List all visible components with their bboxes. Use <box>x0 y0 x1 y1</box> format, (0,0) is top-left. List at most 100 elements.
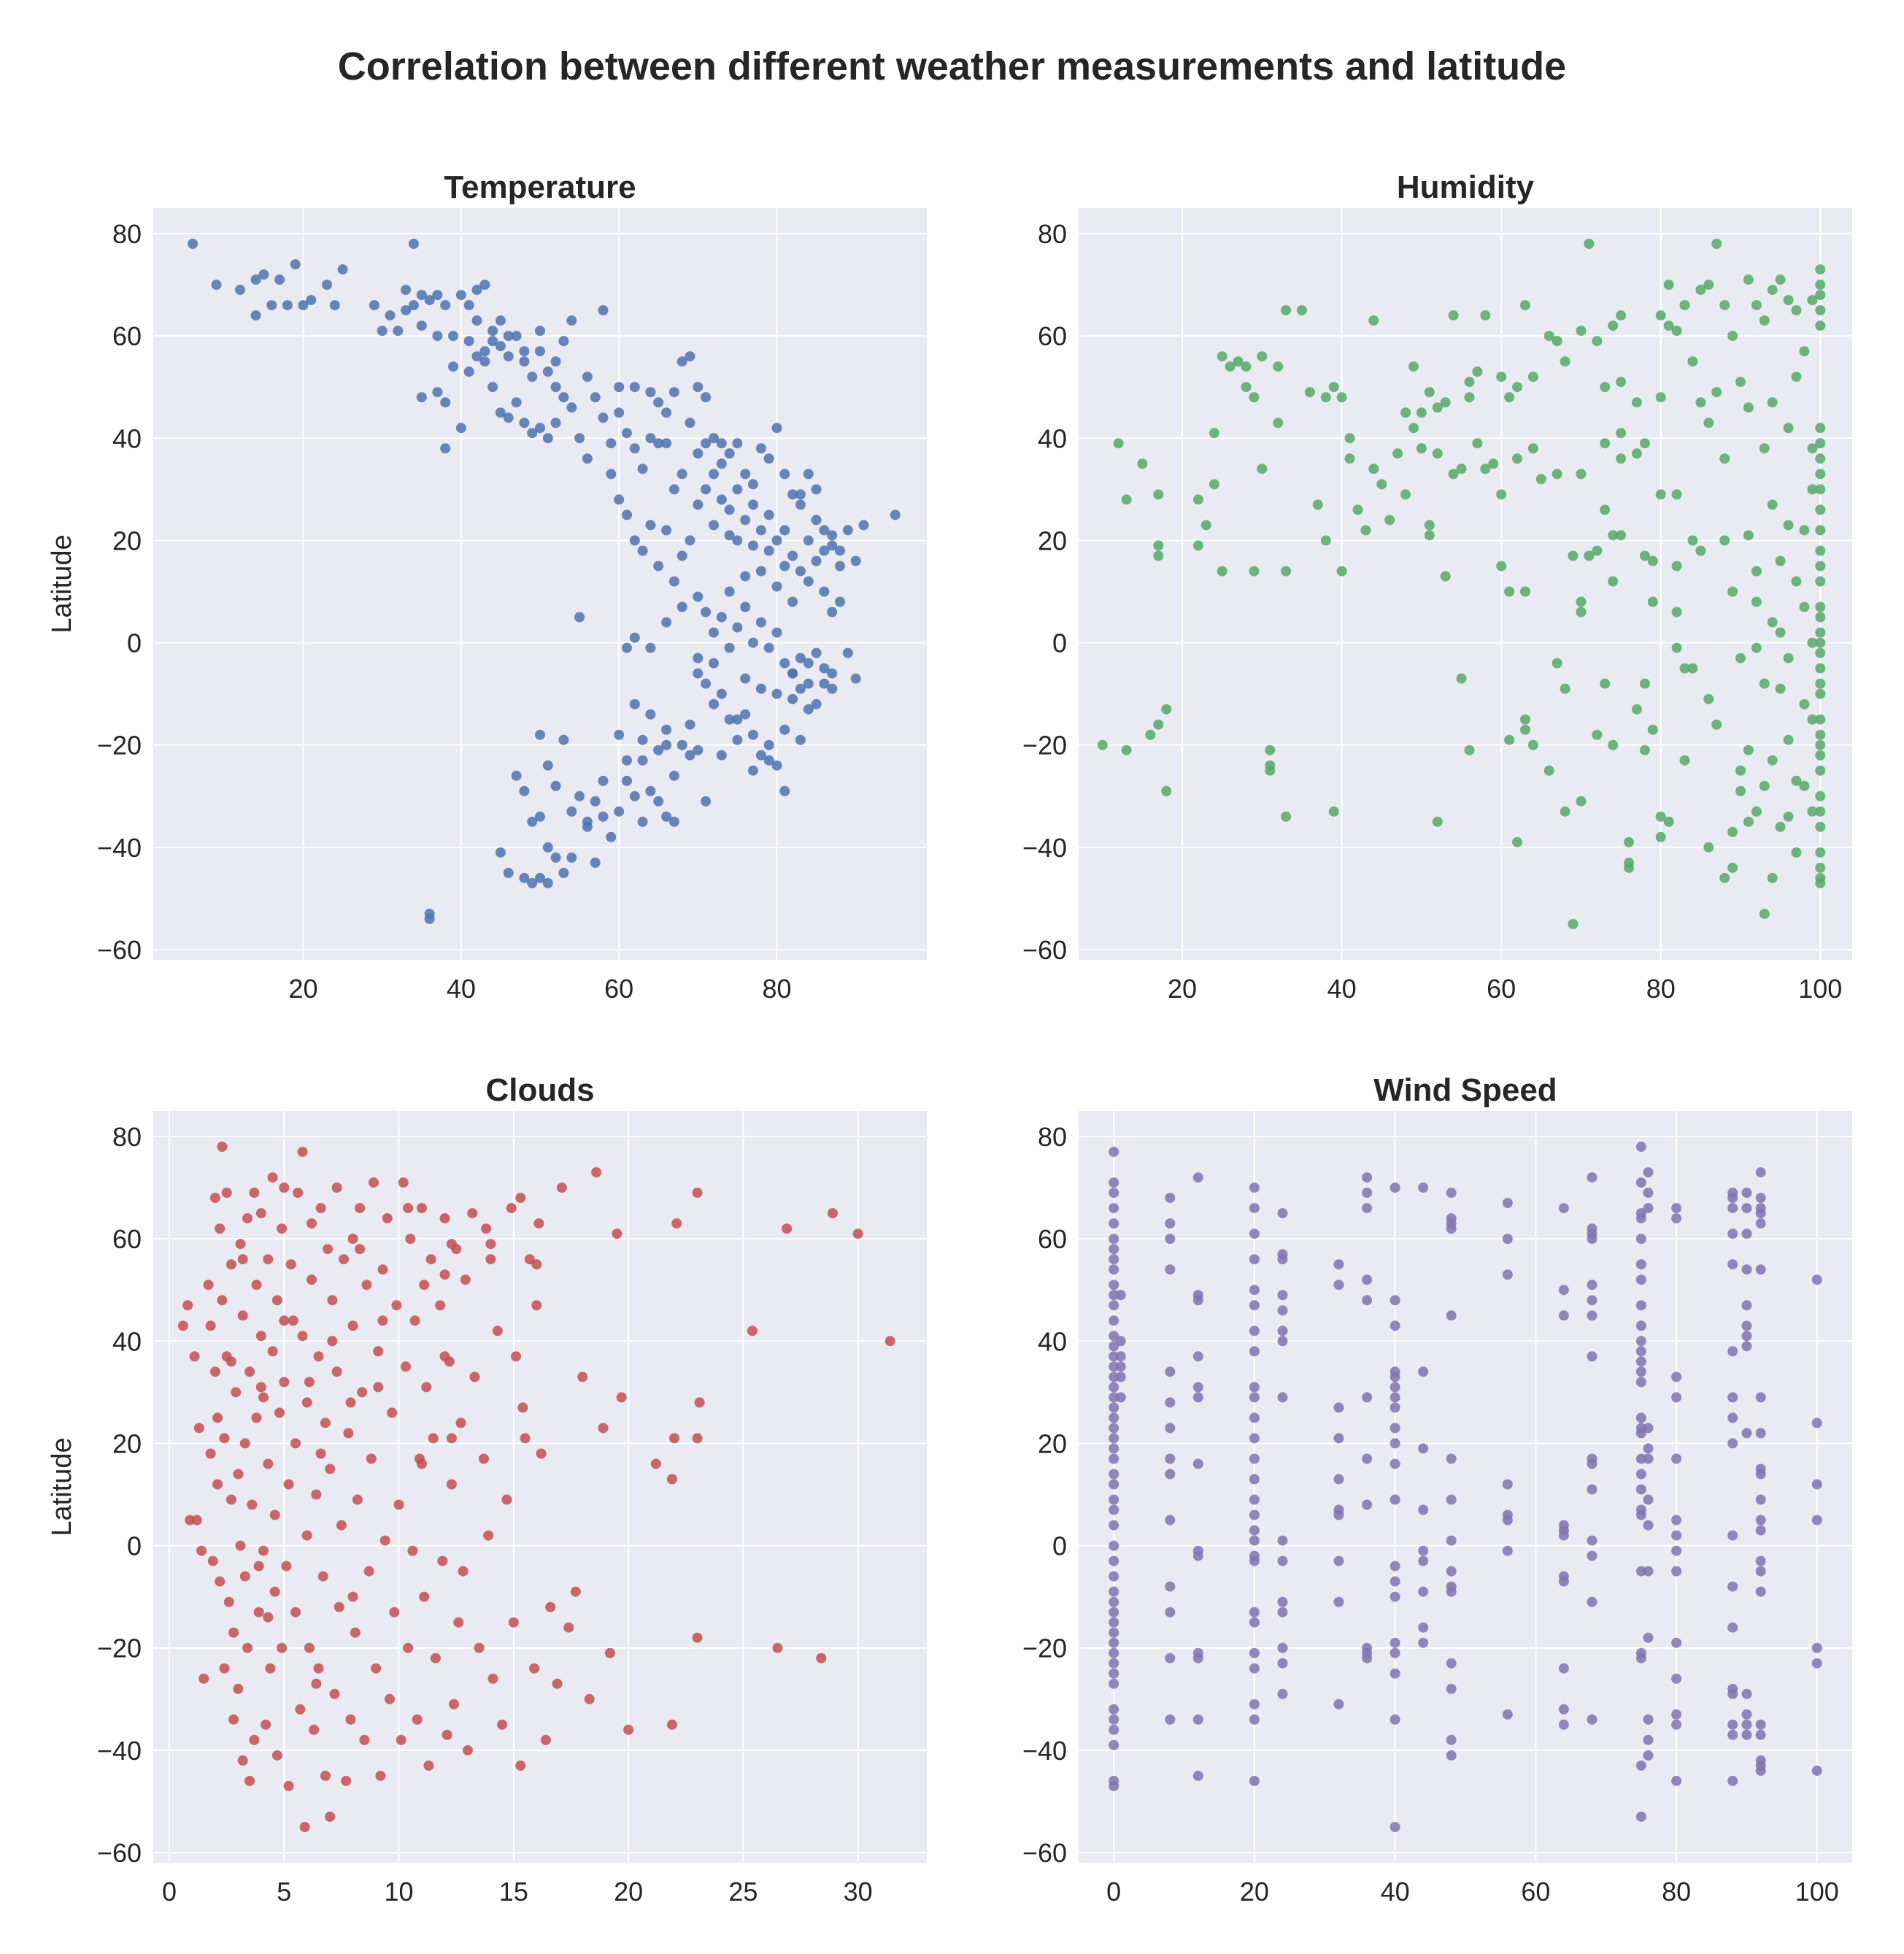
scatter-point <box>598 1423 609 1434</box>
scatter-point <box>795 499 806 510</box>
scatter-point <box>1192 1653 1203 1663</box>
scatter-point <box>811 555 822 566</box>
scatter-point <box>550 356 561 367</box>
scatter-point <box>716 458 727 469</box>
scatter-point <box>1791 847 1802 858</box>
scatter-point <box>446 1479 457 1490</box>
scatter-point <box>1576 796 1587 807</box>
scatter-point <box>1281 305 1292 316</box>
scatter-point <box>1446 1453 1457 1464</box>
scatter-point <box>1390 1647 1400 1658</box>
scatter-point <box>221 1188 232 1199</box>
scatter-point <box>1209 428 1219 439</box>
scatter-point <box>440 443 451 454</box>
scatter-point <box>803 704 814 715</box>
scatter-point <box>779 525 790 536</box>
scatter-point <box>1165 1397 1176 1408</box>
scatter-point <box>577 1372 588 1382</box>
scatter-point <box>542 842 553 853</box>
scatter-point <box>211 280 222 291</box>
scatter-point <box>755 683 766 694</box>
scatter-point <box>1109 1331 1119 1342</box>
scatter-point <box>401 1361 411 1372</box>
scatter-point <box>1643 1632 1654 1643</box>
scatter-point <box>1165 1264 1176 1275</box>
scatter-point <box>479 356 490 367</box>
scatter-point <box>1727 1688 1738 1699</box>
scatter-point <box>1440 571 1451 582</box>
scatter-point <box>1587 1310 1597 1321</box>
scatter-point <box>1446 1750 1457 1761</box>
scatter-point <box>462 1745 473 1755</box>
scatter-point <box>1743 745 1754 755</box>
scatter-point <box>242 1642 253 1653</box>
scatter-point <box>1587 1351 1597 1362</box>
scatter-point <box>527 877 538 888</box>
scatter-point <box>1165 1581 1176 1592</box>
scatter-point <box>511 1351 521 1362</box>
scatter-point <box>852 1228 863 1239</box>
scatter-point <box>1587 1484 1597 1495</box>
scatter-point <box>763 642 774 653</box>
scatter-point <box>1552 658 1562 669</box>
scatter-point <box>485 1254 496 1265</box>
scatter-point <box>1165 1366 1176 1377</box>
scatter-point <box>425 1254 436 1265</box>
scatter-point <box>1446 1566 1457 1577</box>
scatter-point <box>1751 642 1762 653</box>
scatter-point <box>1584 239 1595 249</box>
scatter-point <box>1109 1351 1119 1362</box>
scatter-point <box>582 816 593 827</box>
scatter-point <box>1277 1336 1288 1347</box>
scatter-point <box>1743 530 1754 541</box>
scatter-point <box>432 387 443 398</box>
scatter-point <box>1635 1356 1646 1367</box>
scatter-point <box>1109 1264 1119 1275</box>
scatter-point <box>503 351 514 362</box>
scatter-point <box>1446 1310 1457 1321</box>
scatter-point <box>1464 377 1475 388</box>
scatter-point <box>1755 1555 1766 1566</box>
scatter-point <box>763 453 774 464</box>
scatter-point <box>1113 438 1124 449</box>
scatter-point <box>1440 397 1451 408</box>
scatter-point <box>1635 1428 1646 1439</box>
scatter-point <box>1587 1596 1597 1607</box>
scatter-point <box>446 1239 457 1250</box>
scatter-point <box>1671 642 1682 653</box>
scatter-point <box>1121 494 1132 505</box>
scatter-point <box>816 1653 827 1663</box>
scatter-point <box>359 1734 370 1745</box>
scatter-point <box>1418 1637 1429 1648</box>
scatter-point <box>666 1719 677 1730</box>
scatter-point <box>645 642 656 653</box>
scatter-point <box>1587 1295 1597 1306</box>
scatter-point <box>1815 663 1826 674</box>
scatter-point <box>1743 816 1754 827</box>
scatter-point <box>1109 1244 1119 1255</box>
scatter-point <box>732 535 743 546</box>
scatter-point <box>1727 1530 1738 1541</box>
scatter-point <box>1109 1520 1119 1531</box>
scatter-point <box>1755 1208 1766 1219</box>
scatter-point <box>1362 1295 1373 1306</box>
scatter-point <box>421 1382 432 1393</box>
scatter-point <box>1695 545 1706 556</box>
x-tick-label: 20 <box>614 1877 643 1907</box>
scatter-point <box>1703 693 1714 704</box>
scatter-point <box>1241 382 1252 393</box>
scatter-point <box>701 796 712 807</box>
scatter-point <box>274 1407 285 1418</box>
y-tick-label: 60 <box>1038 321 1067 351</box>
scatter-point <box>458 1566 469 1577</box>
scatter-point <box>637 464 648 474</box>
scatter-point <box>693 653 704 663</box>
y-tick-label: 0 <box>127 1531 142 1561</box>
scatter-point <box>313 1351 324 1362</box>
scatter-point <box>471 285 482 296</box>
x-tick-label: 60 <box>604 974 633 1004</box>
scatter-point <box>1759 908 1770 919</box>
scatter-point <box>570 1586 581 1597</box>
scatter-point <box>1344 433 1355 444</box>
scatter-point <box>347 1591 358 1602</box>
